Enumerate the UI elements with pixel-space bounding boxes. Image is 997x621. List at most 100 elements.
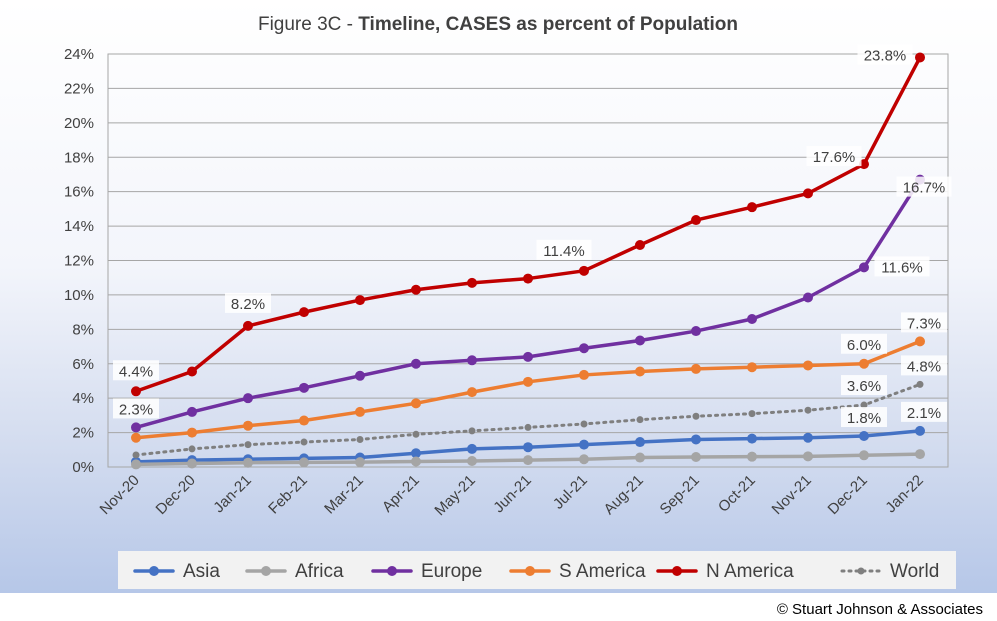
data-point [803, 188, 813, 199]
data-label: 11.6% [881, 259, 922, 276]
data-point [411, 398, 421, 409]
legend-swatch-marker [261, 566, 271, 576]
x-tick-label: Dec-21 [825, 472, 871, 518]
data-point [915, 336, 925, 347]
data-label: 8.2% [231, 296, 265, 313]
y-tick-label: 14% [64, 218, 94, 235]
data-label: 11.4% [543, 243, 584, 260]
y-tick-label: 10% [64, 287, 94, 304]
data-point [523, 351, 533, 362]
data-point [579, 439, 589, 450]
x-tick-label: Aug-21 [601, 472, 647, 518]
data-label-bg [857, 44, 913, 65]
data-label-bg [536, 239, 592, 260]
y-tick-label: 20% [64, 115, 94, 132]
data-point [915, 449, 925, 460]
y-tick-label: 12% [64, 253, 94, 270]
legend-entry-asia: Asia [133, 561, 220, 582]
data-point [187, 427, 197, 438]
data-point [635, 240, 645, 251]
legend-entry-europe: Europe [371, 561, 482, 582]
series-line [134, 55, 922, 394]
y-tick-label: 16% [64, 184, 94, 201]
data-point [243, 420, 253, 431]
x-tick-label: Nov-20 [97, 472, 143, 518]
data-point [411, 358, 421, 369]
data-point [131, 432, 141, 443]
data-label-bg [841, 375, 887, 396]
data-point [747, 202, 757, 213]
data-point [523, 455, 533, 466]
legend-swatch-marker [387, 566, 397, 576]
y-tick-label: 8% [72, 321, 94, 338]
data-point [467, 355, 477, 366]
x-tick-label: Oct-21 [715, 472, 759, 516]
data-label-bg [901, 401, 947, 422]
x-tick-label: Jul-21 [550, 472, 591, 513]
data-point [299, 382, 309, 393]
data-point [299, 307, 309, 318]
data-point [131, 386, 141, 397]
data-point [355, 295, 365, 306]
y-tick-label: 22% [64, 80, 94, 97]
line-chart: Figure 3C - Timeline, CASES as percent o… [64, 14, 956, 589]
data-point [244, 441, 252, 449]
chart-title-bold: Timeline, CASES as percent of Population [358, 14, 738, 35]
y-axis-ticks: 0% 2% 4% 6% 8% 10% 12% 14% 16% 18% 20% 22% 24% [64, 46, 94, 476]
data-label-bg [113, 360, 159, 381]
data-point [691, 215, 701, 226]
data-label: 1.8% [847, 410, 881, 427]
data-label: 6.0% [847, 337, 881, 354]
chart-title: Figure 3C - Timeline, CASES as percent o… [258, 14, 738, 35]
data-label: 3.6% [847, 378, 881, 395]
x-tick-label: Jan-22 [882, 472, 926, 516]
data-point [635, 366, 645, 377]
x-tick-label: Dec-20 [153, 472, 199, 518]
y-tick-label: 6% [72, 356, 94, 373]
data-point [411, 284, 421, 295]
data-point [299, 415, 309, 426]
legend-label: N America [706, 561, 794, 582]
data-point [635, 452, 645, 463]
legend-label: Asia [183, 561, 220, 582]
series-lines [131, 52, 925, 470]
data-point [691, 434, 701, 445]
data-point [411, 448, 421, 459]
data-point [915, 52, 925, 63]
data-point [467, 277, 477, 288]
data-label-bg [806, 146, 862, 167]
data-point [579, 343, 589, 354]
data-point [579, 265, 589, 276]
data-point [356, 435, 364, 443]
legend-swatch-marker [672, 566, 682, 576]
y-tick-label: 4% [72, 390, 94, 407]
data-point [243, 393, 253, 404]
data-point [635, 335, 645, 346]
data-point [915, 425, 925, 436]
data-point [299, 457, 309, 468]
data-point [747, 433, 757, 444]
legend-label: Africa [295, 561, 344, 582]
data-label: 17.6% [813, 149, 856, 166]
data-point [243, 320, 253, 331]
data-point [132, 451, 140, 459]
data-point [467, 387, 477, 398]
data-labels: 1.8% 2.1% 2.3% 11.6% 16.7% 6.0% 7.3% 4.4% 8.2% 11… [113, 44, 952, 428]
x-tick-label: Apr-21 [379, 472, 423, 516]
data-point [580, 420, 588, 428]
data-label-bg [841, 407, 887, 428]
data-point [187, 458, 197, 469]
legend-entry-africa: Africa [245, 561, 344, 582]
data-point [916, 380, 924, 388]
data-point [523, 442, 533, 453]
data-label-bg [901, 355, 947, 376]
legend-entry-world: World [840, 561, 939, 582]
data-point [355, 406, 365, 417]
data-label-bg [874, 256, 930, 277]
y-tick-label: 24% [64, 46, 94, 63]
data-point [748, 410, 756, 418]
legend-label: S America [559, 561, 646, 582]
data-point [747, 362, 757, 373]
legend-swatch-marker [525, 566, 535, 576]
data-point [579, 369, 589, 380]
